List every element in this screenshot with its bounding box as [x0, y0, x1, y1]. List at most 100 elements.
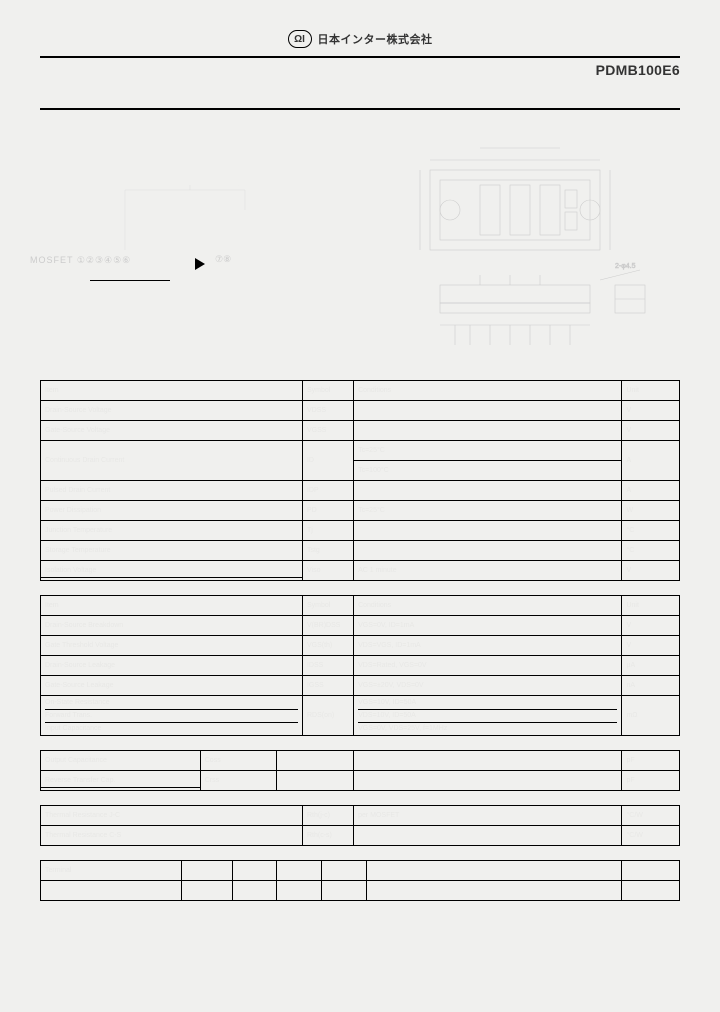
cell: IGSS — [302, 676, 353, 696]
cell: PD — [302, 501, 353, 521]
package-drawing-icon: 2-φ4.5 — [360, 130, 680, 360]
cell — [181, 861, 232, 881]
cell: AC 1 minute — [354, 561, 622, 581]
cell: Isolation Voltage — [41, 561, 303, 581]
cell: VGS=±20V, VDS=0V — [354, 676, 622, 696]
cell: Gate Threshold Voltage — [41, 636, 303, 656]
cell — [354, 751, 622, 771]
cell: Unit — [622, 381, 680, 401]
cell: V — [622, 636, 680, 656]
table-row: Reverse Transfer Cap. Crss pF — [41, 771, 680, 791]
table-row: Drain-Source LeakageIDSSVDS=Rated, VGS=0… — [41, 656, 680, 676]
table-row: Terminal — [41, 861, 680, 881]
table-row: Junction TemperatureTj °C — [41, 521, 680, 541]
cell — [354, 826, 622, 846]
logo-mark-icon: ΩI — [288, 30, 312, 48]
cell — [366, 881, 622, 901]
cell: °C/W — [622, 826, 680, 846]
cell: RDS(on) — [302, 696, 353, 736]
package-outline: 2-φ4.5 — [360, 130, 680, 360]
part-number: PDMB100E6 — [40, 62, 680, 78]
table-busbar: Terminal — [40, 860, 680, 901]
cell: ID — [302, 441, 353, 481]
cell: V — [622, 561, 680, 581]
table-row: Drain-Source BreakdownV(BR)DSSVGS=0V, ID… — [41, 616, 680, 636]
cell: Tj — [302, 521, 353, 541]
table-row — [41, 881, 680, 901]
cell-text: Input Capacitance — [45, 725, 298, 733]
schematic-label: MOSFET ①②③④⑤⑥ — [30, 255, 131, 266]
cell: Terminal — [41, 861, 182, 881]
cell: °C — [622, 541, 680, 561]
cell — [277, 751, 354, 771]
cell: Pulsed Drain Current — [41, 481, 303, 501]
cell: pF — [622, 751, 680, 771]
cell: Conditions — [354, 596, 622, 616]
cell-text: VDS=10V, ID=50A — [358, 712, 617, 720]
cell: Unit — [622, 596, 680, 616]
cell — [322, 861, 367, 881]
cell-text: VGS=10V, ID=50A — [358, 699, 617, 707]
cell-text: On-State Resistance — [45, 699, 298, 707]
cell: Tc=25°C — [354, 501, 622, 521]
cell: Junction Temperature — [41, 521, 303, 541]
table-row: Isolation VoltageVisoAC 1 minuteV — [41, 561, 680, 581]
cell: pF — [622, 771, 680, 791]
cell: Power Dissipation — [41, 501, 303, 521]
table-row: Pulsed Drain CurrentIDP A — [41, 481, 680, 501]
cell: Tc=100°C — [354, 461, 622, 481]
cell — [354, 401, 622, 421]
cell: IDSS — [302, 656, 353, 676]
underline — [90, 280, 170, 281]
cell: mΩ — [622, 696, 680, 736]
cell: Gate-Source Voltage — [41, 421, 303, 441]
table-row: Power DissipationPDTc=25°CW — [41, 501, 680, 521]
cell: nA — [622, 676, 680, 696]
table-row: Gate-Source LeakageIGSSVGS=±20V, VDS=0Vn… — [41, 676, 680, 696]
cell: A — [622, 481, 680, 501]
cell: Coss — [200, 751, 277, 771]
cell — [277, 771, 354, 791]
cell: Continuous Drain Current — [41, 441, 303, 481]
cell-text: Forward Trans. — [45, 712, 298, 720]
cell: Crss — [200, 771, 277, 791]
cell: Drain-Source Leakage — [41, 656, 303, 676]
svg-text:2-φ4.5: 2-φ4.5 — [615, 263, 636, 270]
table-capacitance: Output Capacitance Coss pF Reverse Trans… — [40, 750, 680, 791]
cell: Tstg — [302, 541, 353, 561]
cell: °C — [622, 521, 680, 541]
cell — [322, 881, 367, 901]
cell: °C/W — [622, 806, 680, 826]
table-row: Gate-Source VoltageVGSSV — [41, 421, 680, 441]
cell — [232, 861, 277, 881]
table-row: Output Capacitance Coss pF — [41, 751, 680, 771]
table-row: Drain-Source VoltageVDSSV — [41, 401, 680, 421]
cell: VGS=10V, ID=50A VDS=10V, ID=50A VGS=0V, … — [354, 696, 622, 736]
cell: μA — [622, 656, 680, 676]
cell: VDS=VGS, ID=1mA — [354, 636, 622, 656]
cell — [622, 861, 680, 881]
cell — [354, 481, 622, 501]
table-row: On-State Resistance Forward Trans. Input… — [41, 696, 680, 736]
table-row: Continuous Drain CurrentIDTc=25°CA — [41, 441, 680, 461]
cell: V — [622, 401, 680, 421]
table-row: Storage TemperatureTstg °C — [41, 541, 680, 561]
cell — [354, 421, 622, 441]
cell: Rth(j-c) — [302, 806, 353, 826]
cell: VDSS — [302, 401, 353, 421]
cell — [354, 521, 622, 541]
cell — [354, 771, 622, 791]
cell: A — [622, 441, 680, 481]
table-row: Thermal Resistance C-S Rth(c-s) °C/W — [41, 826, 680, 846]
cell: Tc=25°C — [354, 441, 622, 461]
cell: Item — [41, 381, 303, 401]
cell: Storage Temperature — [41, 541, 303, 561]
cell: V(BR)DSS — [302, 616, 353, 636]
cell: VGSS — [302, 421, 353, 441]
cell: V — [622, 616, 680, 636]
cell: Item — [41, 596, 303, 616]
cell: Output Capacitance — [41, 751, 201, 771]
cell: On-State Resistance Forward Trans. Input… — [41, 696, 303, 736]
cell: IDP — [302, 481, 353, 501]
table-row: Gate Threshold VoltageVGS(th)VDS=VGS, ID… — [41, 636, 680, 656]
